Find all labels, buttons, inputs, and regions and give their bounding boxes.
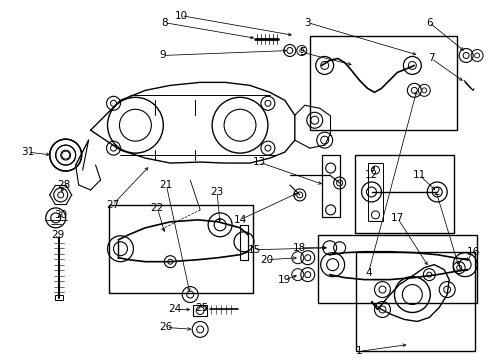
Text: 4: 4 (365, 267, 371, 278)
Bar (321, 155, 339, 217)
Text: 23: 23 (210, 187, 224, 197)
Text: 12: 12 (364, 170, 377, 180)
Bar (367, 163, 383, 221)
Text: 24: 24 (168, 305, 182, 315)
Text: 5: 5 (299, 48, 305, 58)
Text: 21: 21 (160, 180, 173, 190)
Text: 27: 27 (106, 200, 119, 210)
Bar (355, 252, 474, 351)
Text: 29: 29 (51, 230, 64, 240)
Text: 13: 13 (252, 157, 265, 167)
Text: 20: 20 (260, 255, 273, 265)
Text: 22: 22 (150, 203, 163, 213)
Text: 8: 8 (161, 18, 167, 28)
Bar (55, 294, 62, 300)
Text: 14: 14 (233, 215, 246, 225)
Text: 26: 26 (160, 323, 173, 332)
Text: 7: 7 (427, 54, 434, 63)
Bar (317, 235, 476, 302)
Text: 25: 25 (195, 302, 208, 312)
Bar (108, 205, 252, 293)
Text: 28: 28 (57, 180, 70, 190)
Text: 9: 9 (159, 50, 165, 60)
Text: 18: 18 (293, 243, 306, 253)
Text: 19: 19 (278, 275, 291, 285)
Text: 16: 16 (466, 247, 479, 257)
Text: 1: 1 (356, 346, 362, 356)
Text: 30: 30 (54, 210, 67, 220)
Text: 15: 15 (247, 245, 260, 255)
Text: 17: 17 (390, 213, 403, 223)
Text: 10: 10 (174, 11, 187, 21)
Bar (309, 36, 456, 130)
Bar (193, 305, 207, 316)
Text: 31: 31 (21, 147, 34, 157)
Text: 11: 11 (412, 170, 425, 180)
Text: 2: 2 (432, 187, 439, 197)
Text: 6: 6 (425, 18, 432, 28)
Bar (354, 155, 453, 233)
Text: 3: 3 (304, 18, 310, 28)
